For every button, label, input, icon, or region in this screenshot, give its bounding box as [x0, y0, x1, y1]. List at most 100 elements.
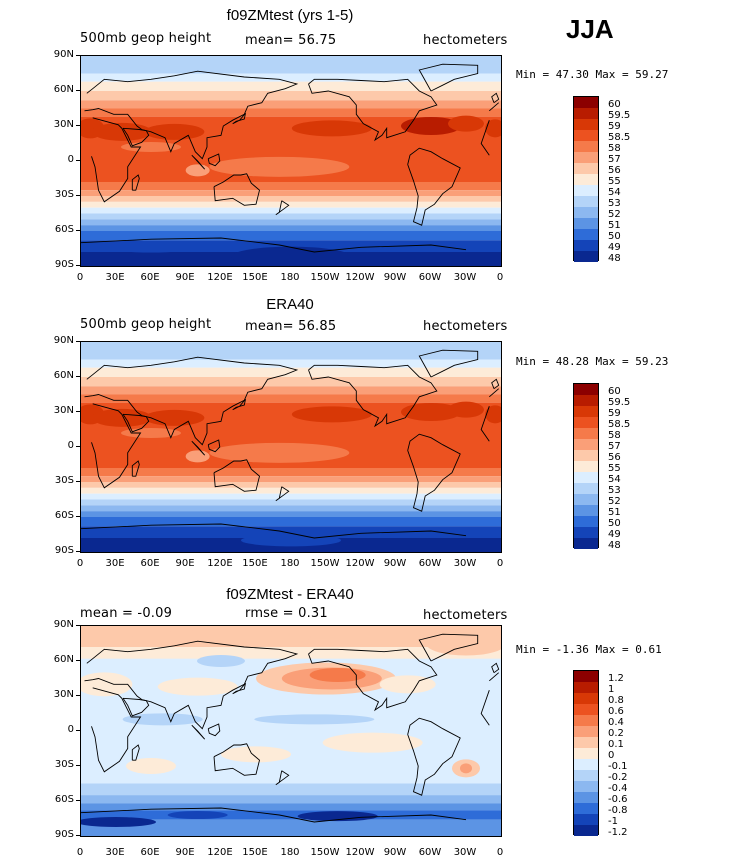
colorbar-swatch [574, 229, 598, 240]
colorbar-swatch [574, 759, 598, 770]
coastline [491, 662, 500, 674]
field-anomaly [448, 401, 484, 418]
lat-tick-label: 0 [67, 440, 74, 451]
colorbar-level-label: 1.2 [608, 673, 624, 684]
coastline [191, 440, 206, 456]
lon-tick-label: 150E [242, 272, 268, 283]
colorbar-swatch [574, 494, 598, 505]
panel1-minmax: Min = 47.30 Max = 59.27 [516, 68, 669, 81]
lat-tick-label: 60N [53, 654, 74, 665]
field-anomaly [131, 629, 311, 646]
colorbar-level-label: 56 [608, 165, 621, 176]
lat-tick-mark [76, 195, 80, 196]
field-anomaly [401, 117, 461, 135]
panel2-minmax: Min = 48.28 Max = 59.23 [516, 355, 669, 368]
panel3-lon-axis: 0 30E 60E 90E 120E 150E 180 150W 120W 90W 60W 30W 0 [77, 847, 503, 861]
field-anomaly [241, 534, 341, 547]
field-anomaly [144, 123, 205, 140]
lat-tick-mark [76, 625, 80, 626]
colorbar-swatch [574, 240, 598, 251]
colorbar-level-label: 52 [608, 209, 621, 220]
lon-tick-label: 120W [345, 847, 375, 858]
colorbar-level-label: 58.5 [608, 419, 631, 430]
field-band [81, 810, 501, 820]
colorbar-swatch [574, 130, 598, 141]
coastline [491, 378, 500, 390]
field-band [81, 108, 501, 117]
lon-tick-label: 0 [76, 272, 84, 283]
field-anomaly [231, 246, 351, 266]
field-anomaly [401, 403, 461, 421]
colorbar-level-label: 51 [608, 220, 621, 231]
colorbar-level-label: 60 [608, 99, 621, 110]
field-anomaly [91, 122, 152, 141]
lat-tick-label: 30N [53, 119, 74, 130]
panel1-left-label: 500mb geop height [80, 31, 212, 46]
colorbar-level-label: 1 [608, 684, 615, 695]
colorbar-level-label: -0.6 [608, 794, 628, 805]
field-band [81, 219, 501, 226]
colorbar-level-label: -1 [608, 816, 618, 827]
coastline [407, 147, 461, 226]
colorbar-level-label: -0.1 [608, 761, 628, 772]
colorbar-level-label: -1.2 [608, 827, 628, 838]
colorbar-level-label: -0.8 [608, 805, 628, 816]
lat-tick-label: 90S [54, 545, 74, 556]
lon-tick-label: 30W [453, 847, 477, 858]
coastline [84, 356, 499, 446]
field-anomaly [121, 428, 181, 438]
colorbar-swatch [574, 251, 598, 262]
colorbar-swatch [574, 704, 598, 715]
lon-tick-label: 30E [105, 847, 125, 858]
lon-tick-label: 0 [76, 847, 84, 858]
field-band [81, 476, 501, 482]
field-anomaly [157, 677, 238, 696]
lat-tick-mark [76, 341, 80, 342]
panel3-mean-label: mean = -0.09 [80, 606, 173, 621]
field-band [81, 240, 501, 252]
colorbar-level-label: 0 [608, 750, 615, 761]
lat-tick-label: 30S [54, 759, 74, 770]
panel1-title: f09ZMtest (yrs 1-5) [226, 7, 354, 24]
colorbar-box [573, 670, 599, 836]
field-anomaly [309, 668, 366, 682]
field-anomaly [426, 631, 501, 656]
field-band [81, 56, 501, 74]
coastline [84, 640, 499, 730]
panel1-map [80, 55, 502, 267]
colorbar-level-label: 59.5 [608, 110, 631, 121]
colorbar-level-label: 0.4 [608, 717, 624, 728]
colorbar-level-label: 50 [608, 518, 621, 529]
coastline [308, 648, 438, 712]
lat-tick-mark [76, 160, 80, 161]
colorbar-swatch [574, 174, 598, 185]
field-anomaly [448, 115, 484, 132]
colorbar-swatch [574, 527, 598, 538]
field-anomaly [221, 746, 291, 763]
lat-tick-mark [76, 125, 80, 126]
field-anomaly [209, 156, 350, 177]
lat-tick-label: 90N [53, 335, 74, 346]
lon-tick-label: 90E [175, 847, 195, 858]
field-anomaly [297, 811, 378, 822]
coastline [81, 523, 467, 539]
colorbar-level-label: 0.2 [608, 728, 624, 739]
field-band [81, 91, 501, 101]
field-band [81, 196, 501, 202]
lon-tick-label: 120E [207, 272, 233, 283]
colorbar-swatch [574, 538, 598, 549]
colorbar-swatch [574, 781, 598, 792]
colorbar-box [573, 96, 599, 262]
coastline [275, 200, 290, 216]
lat-tick-label: 60N [53, 370, 74, 381]
coastline [407, 433, 461, 512]
colorbar-swatch [574, 218, 598, 229]
field-anomaly [111, 244, 191, 253]
colorbar-swatch [574, 726, 598, 737]
colorbar-level-label: 0.8 [608, 695, 624, 706]
lon-tick-label: 90W [383, 847, 407, 858]
lat-tick-mark [76, 551, 80, 552]
colorbar-swatch [574, 682, 598, 693]
lat-tick-label: 90S [54, 259, 74, 270]
colorbar-swatch [574, 119, 598, 130]
